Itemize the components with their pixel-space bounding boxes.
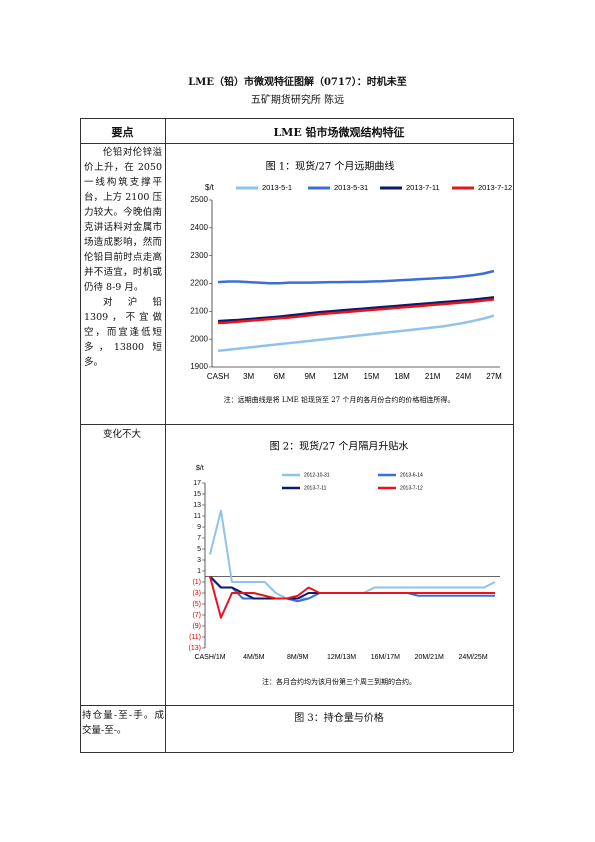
y-tick-label: 1900 xyxy=(190,362,208,371)
y-tick-label: 2100 xyxy=(190,306,208,315)
figure-note: 注：远期曲线是将 LME 铅现货至 27 个月的各月份合约的价格相连所得。 xyxy=(224,395,455,404)
y-tick-label: 1 xyxy=(197,568,201,575)
legend-label: 2013-7-11 xyxy=(406,183,440,192)
figure-title: 图 1：现货/27 个月远期曲线 xyxy=(266,160,395,173)
table-border xyxy=(80,118,81,752)
series-line xyxy=(217,298,495,325)
x-tick-label: 20M/21M xyxy=(415,654,444,661)
legend-label: 2013-6-14 xyxy=(400,472,423,478)
x-tick-label: CASH/1M xyxy=(194,654,225,661)
y-tick-label: 2500 xyxy=(190,195,208,204)
doc-title: LME（铅）市微观特征图解（0717）：时机未至 xyxy=(188,77,407,88)
x-tick-label: 6M xyxy=(274,372,285,381)
x-tick-label: 4M/5M xyxy=(243,654,265,661)
figure-note: 注：各月合约均为该月份第三个周三到期的合约。 xyxy=(262,677,416,686)
y-tick-label: 2000 xyxy=(190,334,208,343)
x-tick-label: 24M xyxy=(456,372,472,381)
table-border xyxy=(165,118,166,752)
table-border xyxy=(80,705,513,706)
table-border xyxy=(80,424,513,425)
y-tick-label: (1) xyxy=(192,579,201,586)
legend-label: 2013-5-1 xyxy=(262,183,292,192)
y-tick-label: (7) xyxy=(192,612,201,619)
y-axis-label: $/t xyxy=(196,465,204,472)
table-border xyxy=(513,118,514,752)
y-tick-label: 7 xyxy=(197,535,201,542)
y-tick-label: (13) xyxy=(189,645,201,652)
x-tick-label: 18M xyxy=(394,372,410,381)
x-tick-label: 12M xyxy=(333,372,349,381)
cell-text: 持仓量-至-手。成交量-至-。 xyxy=(82,708,164,738)
y-tick-label: 2200 xyxy=(190,279,208,288)
x-tick-label: 21M xyxy=(425,372,441,381)
paragraph: 持仓量-至-手。成交量-至-。 xyxy=(82,710,164,736)
header-cell: 要点 xyxy=(111,126,134,139)
x-tick-label: CASH xyxy=(207,372,229,381)
x-tick-label: 24M/25M xyxy=(458,654,487,661)
paragraph: 伦铅对伦锌溢价上升，在 2050 一线构筑支撑平台，上方 2100 压力较大。今… xyxy=(84,147,162,293)
legend-label: 2013-7-11 xyxy=(304,485,327,491)
series-line xyxy=(217,296,495,323)
x-tick-label: 3M xyxy=(243,372,254,381)
y-tick-label: (9) xyxy=(192,623,201,630)
y-tick-label: (5) xyxy=(192,601,201,608)
header-cell: LME 铅市场微观结构特征 xyxy=(273,126,405,139)
legend-label: 2013-5-31 xyxy=(334,183,368,192)
y-tick-label: 11 xyxy=(194,513,201,520)
y-tick-label: 3 xyxy=(197,557,201,564)
x-tick-label: 9M xyxy=(304,372,315,381)
doc-author: 五矿期货研究所 陈远 xyxy=(250,95,345,106)
figure-title: 图 2：现货/27 个月隔月升贴水 xyxy=(270,440,409,453)
series-line xyxy=(209,576,495,619)
table-border xyxy=(80,118,513,119)
x-tick-label: 16M/17M xyxy=(371,654,400,661)
y-tick-label: 13 xyxy=(193,502,201,509)
x-tick-label: 15M xyxy=(364,372,380,381)
y-tick-label: 15 xyxy=(193,491,201,498)
y-tick-label: 9 xyxy=(197,524,201,531)
paragraph: 变化不大 xyxy=(103,429,142,440)
cell-text: 变化不大 xyxy=(84,427,162,442)
legend-label: 2013-7-12 xyxy=(400,485,423,491)
table-border xyxy=(80,143,513,144)
paragraph: 对沪铅 1309，不宜做空，而宜逢低短多，13800 短多。 xyxy=(84,297,162,368)
series-line xyxy=(209,509,496,600)
legend-label: 2013-7-12 xyxy=(478,183,512,192)
table-border xyxy=(80,752,513,753)
y-tick-label: 2300 xyxy=(190,251,208,260)
y-tick-label: 2400 xyxy=(190,223,208,232)
legend-label: 2012-10-31 xyxy=(304,472,330,478)
y-tick-label: (11) xyxy=(189,634,201,641)
x-tick-label: 12M/13M xyxy=(327,654,356,661)
series-line xyxy=(217,314,495,353)
series-line xyxy=(217,269,495,285)
y-tick-label: 17 xyxy=(193,480,201,487)
cell-text: 伦铅对伦锌溢价上升，在 2050 一线构筑支撑平台，上方 2100 压力较大。今… xyxy=(84,145,162,370)
x-tick-label: 8M/9M xyxy=(287,654,309,661)
y-tick-label: (3) xyxy=(192,590,201,597)
y-tick-label: 5 xyxy=(197,546,201,553)
figure-title: 图 3：持仓量与价格 xyxy=(294,713,384,724)
x-tick-label: 27M xyxy=(486,372,502,381)
y-axis-label: $/t xyxy=(205,183,215,192)
